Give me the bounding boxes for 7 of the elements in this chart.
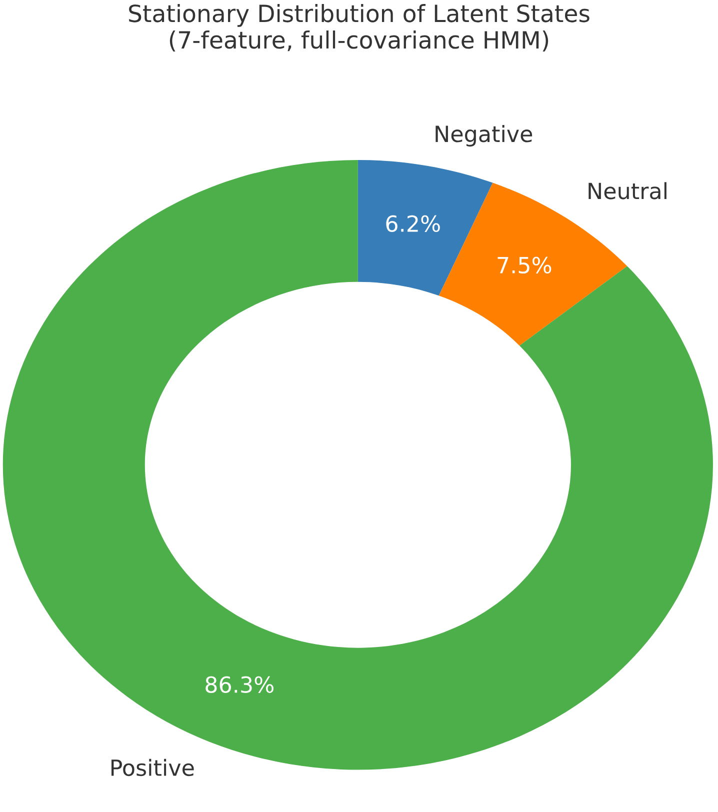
data-label: 86.3% <box>206 676 274 693</box>
slice-label: Negative <box>436 125 532 147</box>
slice-label: Neutral <box>588 182 666 200</box>
data-label: 7.5% <box>498 256 552 274</box>
data-label: 6.2% <box>386 215 440 232</box>
slice-label: Positive <box>112 758 194 776</box>
chart-title: Stationary Distribution of Latent States (7-feature, full-covariance HMM) <box>129 4 590 52</box>
